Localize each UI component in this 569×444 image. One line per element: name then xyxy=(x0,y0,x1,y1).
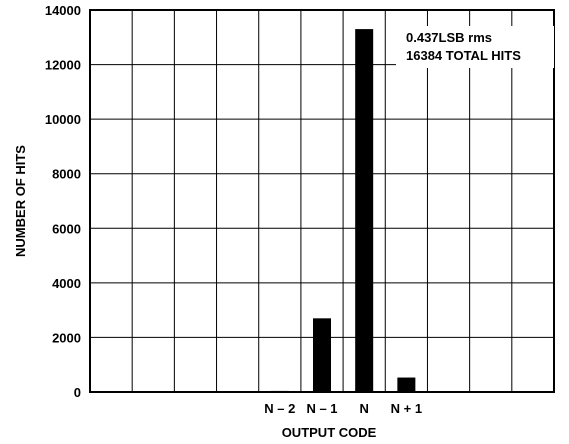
annotation-line-2: 16384 TOTAL HITS xyxy=(406,48,521,63)
x-tick-labels: N – 2 N – 1 N N + 1 xyxy=(264,401,422,416)
x-axis-title: OUTPUT CODE xyxy=(282,425,377,440)
x-tick-label: N xyxy=(359,401,368,416)
annotation-box xyxy=(396,26,554,68)
y-axis-title: NUMBER OF HITS xyxy=(13,145,28,257)
y-tick-label: 0 xyxy=(74,385,81,400)
x-tick-label: N – 1 xyxy=(306,401,337,416)
y-tick-label: 2000 xyxy=(52,330,81,345)
y-tick-label: 8000 xyxy=(52,167,81,182)
plot-frame xyxy=(89,9,555,393)
bars-group xyxy=(270,29,416,393)
bar-2 xyxy=(313,318,331,392)
y-tick-label: 14000 xyxy=(45,3,81,18)
y-tick-labels: 0 2000 4000 6000 8000 10000 12000 14000 xyxy=(45,3,81,400)
bar-3 xyxy=(355,29,374,392)
grid-lines xyxy=(90,10,554,392)
y-tick-label: 10000 xyxy=(45,112,81,127)
y-tick-label: 6000 xyxy=(52,221,81,236)
y-tick-label: 12000 xyxy=(45,58,81,73)
bar-4 xyxy=(397,377,416,392)
x-tick-label: N + 1 xyxy=(391,401,422,416)
annotation-line-1: 0.437LSB rms xyxy=(406,30,492,45)
x-tick-label: N – 2 xyxy=(264,401,295,416)
y-tick-label: 4000 xyxy=(52,276,81,291)
